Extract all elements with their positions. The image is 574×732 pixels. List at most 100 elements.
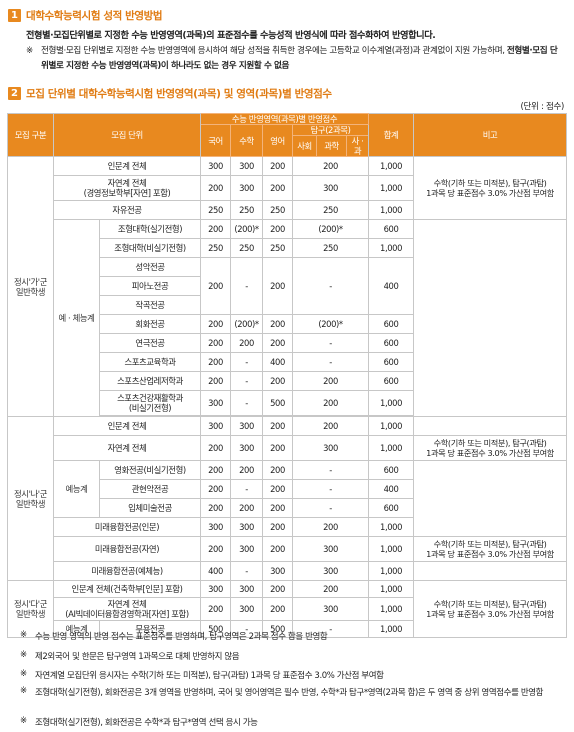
unit-name: 연극전공 — [98, 333, 202, 353]
cell-english: 200 — [262, 479, 294, 499]
group-label: 정시'다'군 일반학생 — [7, 580, 54, 638]
cell-korean: 200 — [200, 333, 232, 353]
header-soc-sci: 사 · 과 — [346, 135, 370, 157]
table-row: 정시'나'군 일반학생 인문계 전체 300 300 200 200 1,000 — [7, 416, 568, 581]
cell-math: - — [230, 257, 264, 315]
footnote-text: 제2외국어 및 한문은 탐구영역 1과목으로 대체 반영하지 않음 — [35, 652, 240, 662]
cell-english: 200 — [262, 498, 294, 518]
cell-korean: 200 — [200, 498, 232, 518]
footnote: ※ 제2외국어 및 한문은 탐구영역 1과목으로 대체 반영하지 않음 — [20, 650, 560, 665]
unit-name: 성악전공 — [98, 257, 202, 277]
table-row: 정시'가'군 일반학생 인문계 전체 300 300 200 200 1,000… — [7, 156, 568, 417]
cell-tamgu: 200 — [292, 416, 370, 436]
header-unit: 모집 단위 — [52, 113, 202, 157]
cell-english: 250 — [262, 200, 294, 220]
table-row: 예능계 영화전공(비실기전형) 200 200 200 - 600 — [8, 460, 568, 537]
subgroup-label: 예능계 — [53, 460, 100, 518]
cell-korean: 200 — [200, 435, 232, 461]
cell-english: 250 — [262, 238, 294, 258]
cell-tamgu: 250 — [292, 200, 370, 220]
cell-math: 250 — [230, 238, 264, 258]
table-row: 예능계 무용전공 500 - 500 - 1,000 — [8, 620, 567, 638]
header-science: 과학 — [316, 135, 348, 157]
footnote-text: 자연계열 모집단위 응시자는 수학(기하 또는 미적분), 탐구(과탐) 1과목… — [35, 671, 384, 681]
cell-total: 400 — [368, 479, 415, 499]
cell-tamgu: 200 — [292, 517, 370, 537]
unit-name: 자유전공 — [52, 200, 202, 220]
cell-english: 500 — [262, 390, 294, 416]
cell-tamgu: - — [292, 479, 370, 499]
table-row: 성악전공 200 - 200 - 400 — [8, 257, 567, 315]
cell-tamgu: 300 — [292, 561, 370, 581]
cell-english: 200 — [262, 460, 294, 480]
cell-english: 300 — [262, 561, 294, 581]
cell-math: (200)* — [230, 314, 264, 334]
cell-math: 300 — [230, 580, 264, 598]
cell-korean: 250 — [200, 200, 232, 220]
footnote-text: 수능 반영 영역의 반영 점수는 표준점수를 반영하며, 탐구영역은 2과목 점… — [35, 632, 328, 642]
note-cell: 수학(기하 또는 미적분), 탐구(과탐) 1과목 당 표준점수 3.0% 가산… — [413, 156, 568, 220]
cell-tamgu: - — [292, 352, 370, 372]
cell-math: 300 — [230, 517, 264, 537]
cell-math: - — [230, 352, 264, 372]
table-row: 예 · 체능계 조형대학(실기전형) 200 (200)* 200 (200)*… — [8, 219, 568, 417]
cell-english: 200 — [262, 580, 294, 598]
cell-tamgu: (200)* — [292, 219, 370, 239]
cell-tamgu: - — [292, 333, 370, 353]
unit-label: (단위 : 점수) — [520, 102, 565, 112]
cell-korean: 200 — [200, 257, 232, 315]
cell-korean: 250 — [200, 238, 232, 258]
note-cell-empty — [413, 460, 568, 537]
note-cell: 수학(기하 또는 미적분), 탐구(과탐) 1과목 당 표준점수 3.0% 가산… — [413, 536, 568, 562]
cell-korean: 300 — [200, 156, 232, 176]
cell-tamgu: 250 — [292, 238, 370, 258]
cell-math: (200)* — [230, 219, 264, 239]
cell-korean: 300 — [200, 517, 232, 537]
cell-math: 200 — [230, 333, 264, 353]
cell-english: 200 — [262, 536, 294, 562]
unit-name: 스포츠교육학과 — [98, 352, 202, 372]
cell-total: 1,000 — [368, 200, 415, 220]
section-title: 모집 단위별 대학수학능력시험 반영영역(과목) 및 영역(과목)별 반영점수 — [26, 88, 332, 100]
cell-total: 1,000 — [368, 435, 415, 461]
section-1-paragraph: 전형별·모집단위별로 지정한 수능 반영영역(과목)의 표준점수를 수능성적 반… — [26, 30, 436, 41]
note-text: 전형별·모집 단위별로 지정한 수능 반영영역에 응시하여 해당 성적을 취득한… — [41, 46, 507, 56]
cell-total: 1,000 — [368, 580, 415, 598]
cell-tamgu: 200 — [292, 390, 370, 416]
footnote-mark: ※ — [20, 686, 27, 696]
table-row: 미래융합전공(인문) 300 300 200 200 1,000 — [8, 517, 567, 537]
table-row: 스포츠교육학과 200 - 400 - 600 — [8, 352, 567, 372]
table-row: 자연계 전체 200 300 200 300 1,000 수학(기하 또는 미적… — [8, 435, 568, 461]
section-1-header: 1 대학수학능력시험 성적 반영방법 — [8, 8, 163, 23]
table-row: 관현악전공 200 - 200 - 400 — [8, 479, 567, 499]
header-note: 비고 — [413, 113, 568, 157]
unit-name: 회화전공 — [98, 314, 202, 334]
unit-name: 자연계 전체 — [52, 435, 202, 461]
cell-tamgu: - — [292, 498, 370, 518]
cell-total: 600 — [368, 314, 415, 334]
cell-korean: 400 — [200, 561, 232, 581]
cell-korean: 200 — [200, 175, 232, 201]
footnote-mark: ※ — [20, 716, 27, 726]
cell-total: 600 — [368, 333, 415, 353]
cell-total: 600 — [368, 371, 415, 391]
footnote: ※ 조형대학(실기전형), 회화전공은 수학*과 탐구*영역 선택 응시 가능 — [20, 716, 560, 731]
subgroup-label: 예 · 체능계 — [53, 219, 100, 417]
table-row: 미래융합전공(자연) 200 300 200 300 1,000 수학(기하 또… — [8, 536, 568, 562]
cell-tamgu: 300 — [292, 435, 370, 461]
cell-korean: 200 — [200, 371, 232, 391]
cell-tamgu: 200 — [292, 156, 370, 176]
cell-korean: 200 — [200, 352, 232, 372]
section-number-badge: 1 — [8, 9, 21, 22]
unit-name: 자연계 전체 (AI빅데이터융합경영학과[자연] 포함) — [52, 597, 202, 621]
note-cell-empty — [413, 416, 568, 436]
cell-english: 500 — [262, 620, 294, 638]
table-row: 정시'다'군 일반학생 인문계 전체(건축학부[인문] 포함) 300 300 … — [7, 580, 568, 638]
score-table: 모집 구분 모집 단위 수능 반영영역(과목)별 반영점수 합계 비고 국어 수… — [7, 113, 568, 638]
cell-total: 1,000 — [368, 238, 415, 258]
subgroup-label: 예능계 — [53, 620, 100, 638]
cell-tamgu: - — [292, 257, 370, 315]
unit-name: 작곡전공 — [98, 295, 202, 315]
group-label: 정시'가'군 일반학생 — [7, 156, 54, 417]
unit-name: 자연계 전체 (경영정보학부[자연] 포함) — [52, 175, 202, 201]
